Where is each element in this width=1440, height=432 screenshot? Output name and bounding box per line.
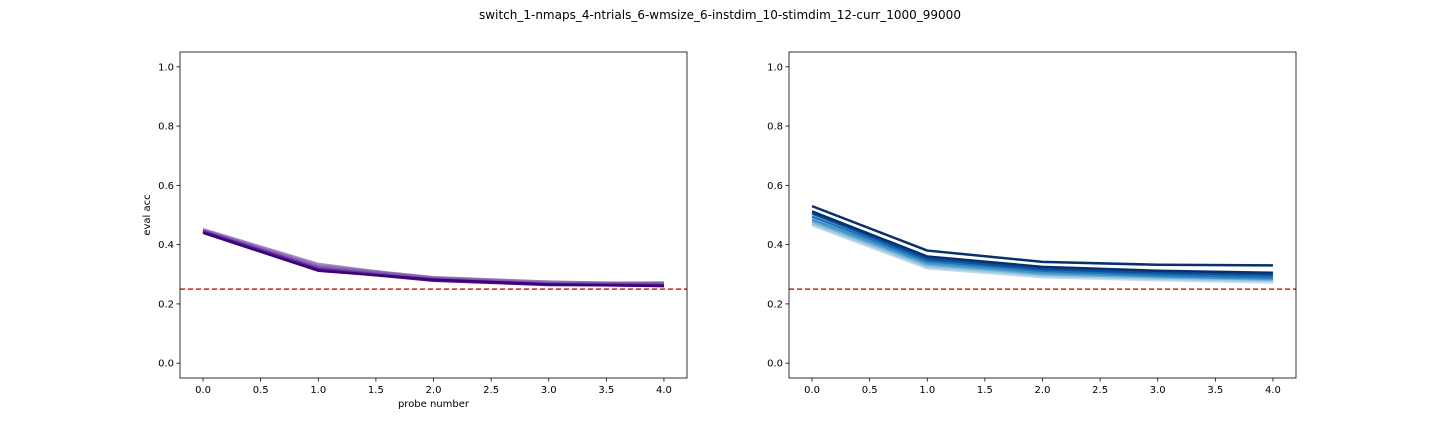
series-line-6 (202, 231, 664, 288)
x-tick-label: 4.0 (656, 385, 672, 396)
series-line-0 (811, 224, 1273, 284)
x-tick-label: 1.0 (919, 385, 935, 396)
y-tick-label: 0.0 (158, 359, 174, 370)
y-tick-label: 0.8 (158, 122, 174, 133)
y-tick-label: 0.4 (767, 240, 783, 251)
y-tick-label: 1.0 (158, 62, 174, 73)
axes-frame (179, 51, 688, 379)
y-tick-label: 1.0 (767, 62, 783, 73)
plot-area (180, 228, 687, 290)
plot-area (789, 204, 1296, 290)
x-tick-label: 0.5 (253, 385, 269, 396)
series-line-7 (811, 204, 1273, 267)
x-tick-label: 0.0 (195, 385, 211, 396)
x-tick-label: 2.0 (1035, 385, 1051, 396)
axes-frame (788, 51, 1297, 379)
x-tick-label: 4.0 (1265, 385, 1281, 396)
x-tick-label: 1.5 (977, 385, 993, 396)
x-tick-label: 2.5 (1092, 385, 1108, 396)
left-chart: 0.0 0.5 1.0 1.5 2.0 2.5 3.0 3.5 4.0 0.0 0.2 0.4 0.6 0… (142, 51, 688, 410)
x-tick-label: 2.0 (426, 385, 442, 396)
x-tick-label: 3.0 (1150, 385, 1166, 396)
y-tick-label: 0.0 (767, 359, 783, 370)
right-chart: 0.0 0.5 1.0 1.5 2.0 2.5 3.0 3.5 4.0 0.0 0.2 0.4 0.6 0… (767, 51, 1297, 396)
x-tick-label: 1.0 (310, 385, 326, 396)
x-tick-label: 3.0 (541, 385, 557, 396)
series-line-5 (811, 212, 1273, 277)
y-axis-label: eval acc (142, 194, 153, 235)
series-line-3 (811, 218, 1273, 280)
y-tick-label: 0.8 (767, 122, 783, 133)
series-line-4 (811, 215, 1273, 279)
x-tick-label: 0.5 (862, 385, 878, 396)
y-tick-label: 0.2 (158, 299, 174, 310)
y-tick-label: 0.2 (767, 299, 783, 310)
x-tick-label: 2.5 (483, 385, 499, 396)
series-line-1 (811, 222, 1273, 283)
figure-title: switch_1-nmaps_4-ntrials_6-wmsize_6-inst… (479, 8, 961, 22)
y-tick-label: 0.6 (767, 181, 783, 192)
x-axis-label: probe number (398, 399, 470, 410)
x-tick-label: 3.5 (598, 385, 614, 396)
x-tick-label: 3.5 (1207, 385, 1223, 396)
y-tick-label: 0.4 (158, 240, 174, 251)
x-tick-label: 1.5 (368, 385, 384, 396)
y-tick-label: 0.6 (158, 181, 174, 192)
series-line-6 (811, 210, 1273, 275)
x-tick-label: 0.0 (804, 385, 820, 396)
